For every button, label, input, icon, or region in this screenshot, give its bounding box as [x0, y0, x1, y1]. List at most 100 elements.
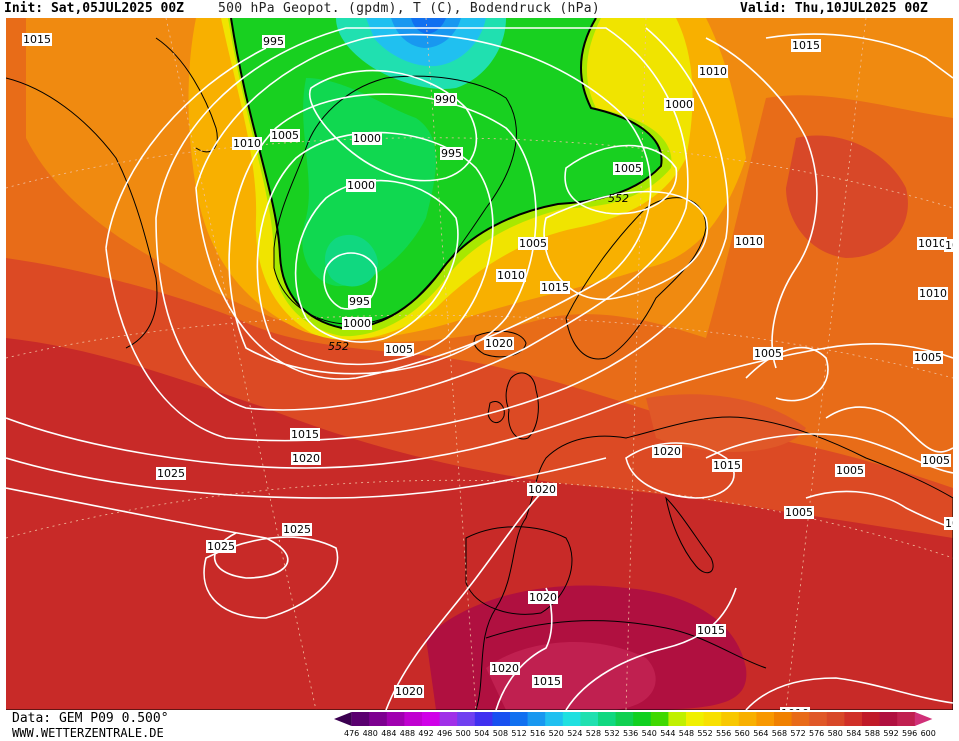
data-source: Data: GEM P09 0.500° [12, 711, 169, 726]
legend-value: 520 [548, 729, 564, 738]
isobar-label: 1020 [484, 337, 514, 350]
legend-swatch [334, 712, 352, 726]
isobar-label: 1000 [352, 132, 382, 145]
svg-text:1010: 1010 [918, 237, 946, 250]
legend-swatch [668, 712, 687, 726]
isobar-label: 10 [944, 517, 953, 530]
legend-swatch [598, 712, 617, 726]
british-isles-coastline [505, 372, 539, 440]
isobar-label: 1015 [290, 428, 320, 441]
legend-value: 600 [920, 729, 936, 738]
svg-text:1015: 1015 [697, 624, 725, 637]
legend-swatch [862, 712, 881, 726]
isobar-label: 1010 [232, 137, 262, 150]
isobar-label: 995 [262, 35, 285, 48]
isobar-label: 1000 [664, 98, 694, 111]
svg-text:1015: 1015 [792, 39, 820, 52]
height-label: 552 [328, 340, 349, 353]
svg-text:1025: 1025 [283, 523, 311, 536]
isobar-label: 1015 [791, 39, 821, 52]
legend-value: 548 [678, 729, 695, 738]
height-label: 552 [608, 192, 629, 205]
isobar-label: 1005 [921, 454, 951, 467]
legend-swatch [386, 712, 405, 726]
legend-value: 536 [623, 729, 639, 738]
svg-text:995: 995 [349, 295, 370, 308]
svg-text:1010: 1010 [735, 235, 763, 248]
legend-swatch [633, 712, 652, 726]
italy-coastline [665, 496, 714, 574]
legend-swatch [351, 712, 370, 726]
svg-text:1005: 1005 [271, 129, 299, 142]
legend-value: 572 [790, 729, 806, 738]
legend-value: 584 [846, 729, 862, 738]
svg-text:1015: 1015 [533, 675, 561, 688]
legend-swatch [422, 712, 441, 726]
legend-value: 488 [399, 729, 416, 738]
legend-swatch [756, 712, 775, 726]
legend-swatch [510, 712, 529, 726]
svg-text:1005: 1005 [614, 162, 642, 175]
isobar-label: 1015 [712, 459, 742, 472]
legend-swatch [369, 712, 388, 726]
header-bar: Init: Sat,05JUL2025 00Z 500 hPa Geopot. … [0, 0, 959, 18]
svg-text:1020: 1020 [653, 445, 681, 458]
legend-value: 524 [567, 729, 583, 738]
isobar-label: 990 [434, 93, 457, 106]
isobar-label: 1010 [917, 237, 947, 250]
legend-value: 588 [864, 729, 881, 738]
legend-value: 484 [381, 729, 397, 738]
svg-text:995: 995 [441, 147, 462, 160]
isobar-label: 1020 [652, 445, 682, 458]
legend-value: 476 [344, 729, 360, 738]
legend-swatch [721, 712, 740, 726]
svg-text:990: 990 [435, 93, 456, 106]
legend-value: 568 [771, 729, 788, 738]
isobar-label: 1005 [384, 343, 414, 356]
legend-value: 508 [492, 729, 509, 738]
svg-text:1015: 1015 [291, 428, 319, 441]
isobar-label: 1000 [346, 179, 376, 192]
legend-value: 500 [455, 729, 471, 738]
svg-text:1015: 1015 [23, 33, 51, 46]
isobar-label: 1005 [835, 464, 865, 477]
legend-value: 528 [585, 729, 602, 738]
svg-text:1015: 1015 [713, 459, 741, 472]
isobar-label: 1015 [696, 624, 726, 637]
isobar-label: 1020 [528, 591, 558, 604]
legend-swatch [738, 712, 757, 726]
legend-value: 516 [530, 729, 546, 738]
isobar-label: 1005 [753, 347, 783, 360]
legend-swatch [826, 712, 845, 726]
legend-swatch [650, 712, 669, 726]
svg-text:1010: 1010 [497, 269, 525, 282]
svg-text:1010: 1010 [919, 287, 947, 300]
legend-swatch [404, 712, 423, 726]
legend-value: 564 [753, 729, 769, 738]
isobar-label: 995 [348, 295, 371, 308]
isobar-label: 1005 [913, 351, 943, 364]
legend-swatch [897, 712, 916, 726]
legend-swatch [879, 712, 898, 726]
svg-text:1010: 1010 [233, 137, 261, 150]
svg-text:1000: 1000 [343, 317, 371, 330]
footer-bar: Data: GEM P09 0.500° WWW.WETTERZENTRALE.… [0, 710, 959, 741]
site-url[interactable]: WWW.WETTERZENTRALE.DE [12, 726, 164, 740]
legend-labels: 476 480 484 488 492 496 500 504 508 512 516 520 524 5… [344, 729, 944, 741]
isobar-label: 1005 [613, 162, 643, 175]
isobar-label: 1015 [22, 33, 52, 46]
chart-title: 500 hPa Geopot. (gpdm), T (C), Bodendruc… [218, 1, 600, 16]
svg-text:1005: 1005 [754, 347, 782, 360]
legend-swatch [562, 712, 581, 726]
svg-text:10: 10 [945, 239, 953, 252]
legend-value: 544 [660, 729, 676, 738]
legend-value: 552 [697, 729, 713, 738]
isobar-label: 1025 [156, 467, 186, 480]
isobar-label: 1025 [282, 523, 312, 536]
isobar-label: 1025 [206, 540, 236, 553]
legend-swatch [914, 712, 933, 726]
svg-text:1020: 1020 [491, 662, 519, 675]
legend-value: 512 [511, 729, 527, 738]
legend-value: 592 [883, 729, 899, 738]
legend-value: 556 [716, 729, 732, 738]
